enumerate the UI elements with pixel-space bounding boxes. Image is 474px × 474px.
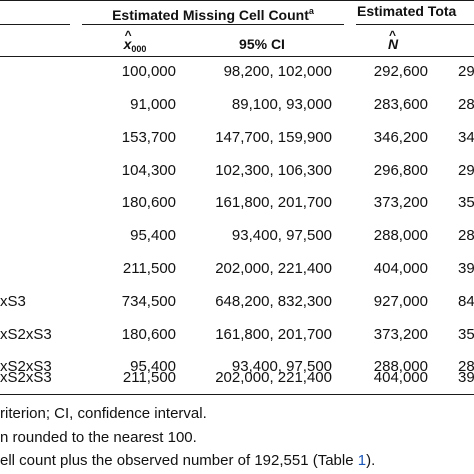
ci-value: 93,400, 97,500 [231,227,332,244]
table-bottom-rule [0,394,474,395]
ci-value: 161,800, 201,700 [215,326,332,343]
n-ci-value: 39 [458,260,474,277]
group2-header: Estimated Tota [357,3,456,19]
table-row: 100,000 98,200, 102,000 292,600 29 [0,63,474,85]
table-row: xS2xS3 95,400 93,400, 97,500 288,000 28 [0,358,474,380]
n-ci-value: 34 [458,129,474,146]
table-row: 91,000 89,100, 93,000 283,600 28 [0,96,474,118]
table-row: 211,500 202,000, 221,400 404,000 39 [0,260,474,282]
ci-value: 202,000, 221,400 [215,260,332,277]
ci-value: 93,400, 97,500 [231,358,332,375]
n-value: 373,200 [373,194,428,211]
col-header-n: N [356,27,430,52]
n-value: 404,000 [373,369,428,386]
group1-title: Estimated Missing Cell Count [112,7,309,23]
x000-value: 180,600 [121,194,176,211]
top-rule [0,0,474,1]
table-1-link[interactable]: 1 [357,452,367,469]
ci-value: 648,200, 832,300 [215,293,332,310]
n-value: 288,000 [373,358,428,375]
x-subscript: 000 [131,44,147,54]
table-row: 95,400 93,400, 97,500 288,000 28 [0,227,474,249]
n-ci-value: 35 [458,326,474,343]
x000-value: 104,300 [121,162,176,179]
x-hat-symbol: x [124,27,132,52]
footnote-total: ell count plus the observed number of 19… [0,452,376,469]
col-header-x000: x000 [100,27,170,57]
table-row: 180,600 161,800, 201,700 373,200 35 [0,194,474,216]
group1-header: Estimated Missing Cell Counta [82,3,344,23]
ci-value: 89,100, 93,000 [231,96,332,113]
ci-value: 202,000, 221,400 [215,369,332,386]
row-label: xS2xS3 [0,369,52,386]
n-value: 927,000 [373,293,428,310]
ci-value: 102,300, 106,300 [215,162,332,179]
n-value: 346,200 [373,129,428,146]
n-value: 296,800 [373,162,428,179]
header-left-rule [0,24,70,25]
n-ci-value: 28 [458,96,474,113]
x000-value: 91,000 [130,96,176,113]
x000-value: 95,400 [130,358,176,375]
x000-value: 100,000 [121,63,176,80]
x000-value: 180,600 [121,326,176,343]
footnote-rounding: n rounded to the nearest 100. [0,429,197,446]
n-ci-value: 84 [458,293,474,310]
col-header-ci: 95% CI [239,36,285,52]
n-value: 283,600 [373,96,428,113]
row-label: xS2xS3 [0,358,52,375]
group1-footnote-mark: a [308,6,314,16]
ci-value: 98,200, 102,000 [223,63,332,80]
table-row: xS3 734,500 648,200, 832,300 927,000 84 [0,293,474,315]
n-value: 292,600 [373,63,428,80]
n-ci-value: 29 [458,63,474,80]
x000-value: 211,500 [122,369,176,386]
n-ci-value: 39 [458,369,474,386]
n-ci-value: 29 [458,162,474,179]
n-value: 404,000 [373,260,428,277]
row-label: xS2xS3 [0,326,52,343]
footnote-abbreviations: riterion; CI, confidence interval. [0,405,207,422]
table-row: 104,300 102,300, 106,300 296,800 29 [0,162,474,184]
row-label: xS3 [0,293,26,310]
n-ci-value: 28 [458,227,474,244]
x000-value: 211,500 [122,260,176,277]
x000-value: 153,700 [121,129,176,146]
x000-value: 95,400 [130,227,176,244]
table-row: xS2xS3 211,500 202,000, 221,400 404,000 … [0,369,474,391]
n-ci-value: 35 [458,194,474,211]
ci-value: 161,800, 201,700 [215,194,332,211]
ci-value: 147,700, 159,900 [215,129,332,146]
group2-title: Estimated Tota [357,3,457,19]
n-hat-symbol: N [388,27,398,52]
n-ci-value: 28 [458,358,474,375]
group2-underline [356,24,474,25]
n-value: 373,200 [373,326,428,343]
n-value: 288,000 [373,227,428,244]
group1-underline [82,24,344,25]
table-row: 153,700 147,700, 159,900 346,200 34 [0,129,474,151]
header-bottom-rule [0,56,474,57]
x000-value: 734,500 [121,293,176,310]
table-row: xS2xS3 180,600 161,800, 201,700 373,200 … [0,326,474,348]
